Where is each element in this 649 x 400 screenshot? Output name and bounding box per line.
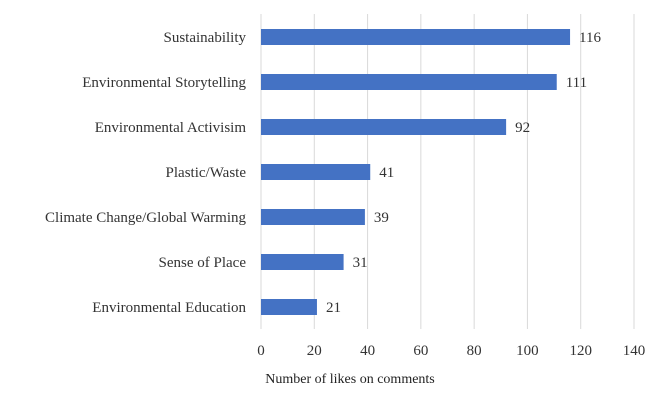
x-axis-title: Number of likes on comments [265, 372, 435, 387]
category-label-3: Environmental Activisim [95, 120, 247, 136]
bar-5 [261, 209, 365, 225]
bar-6 [261, 254, 344, 270]
data-label-2: 111 [566, 75, 587, 91]
x-tick-labels: 0 20 40 60 80 100 120 140 [257, 343, 645, 359]
data-labels: 116 111 92 41 39 31 21 [326, 30, 602, 316]
x-tick-label-100: 100 [516, 343, 539, 359]
category-label-4: Plastic/Waste [166, 165, 247, 181]
x-tick-label-80: 80 [467, 343, 482, 359]
x-tick-label-120: 120 [569, 343, 592, 359]
x-tick-label-40: 40 [360, 343, 375, 359]
data-label-5: 39 [374, 210, 389, 226]
category-label-2: Environmental Storytelling [82, 75, 246, 91]
data-label-7: 21 [326, 300, 341, 316]
category-label-6: Sense of Place [159, 255, 247, 271]
data-label-6: 31 [353, 255, 368, 271]
x-tick-label-0: 0 [257, 343, 265, 359]
bar-4 [261, 164, 371, 180]
category-label-1: Sustainability [164, 30, 247, 46]
data-label-3: 92 [515, 120, 530, 136]
bar-7 [261, 299, 317, 315]
bar-2 [261, 74, 557, 90]
data-label-4: 41 [379, 165, 394, 181]
bar-3 [261, 119, 507, 135]
category-label-5: Climate Change/Global Warming [45, 210, 246, 226]
x-tick-label-60: 60 [413, 343, 428, 359]
category-labels: Sustainability Environmental Storytelling… [45, 30, 246, 316]
bar-1 [261, 29, 571, 45]
data-label-1: 116 [579, 30, 601, 46]
category-label-7: Environmental Education [92, 300, 246, 316]
x-tick-label-140: 140 [623, 343, 646, 359]
x-tick-label-20: 20 [307, 343, 322, 359]
bars [261, 29, 571, 315]
